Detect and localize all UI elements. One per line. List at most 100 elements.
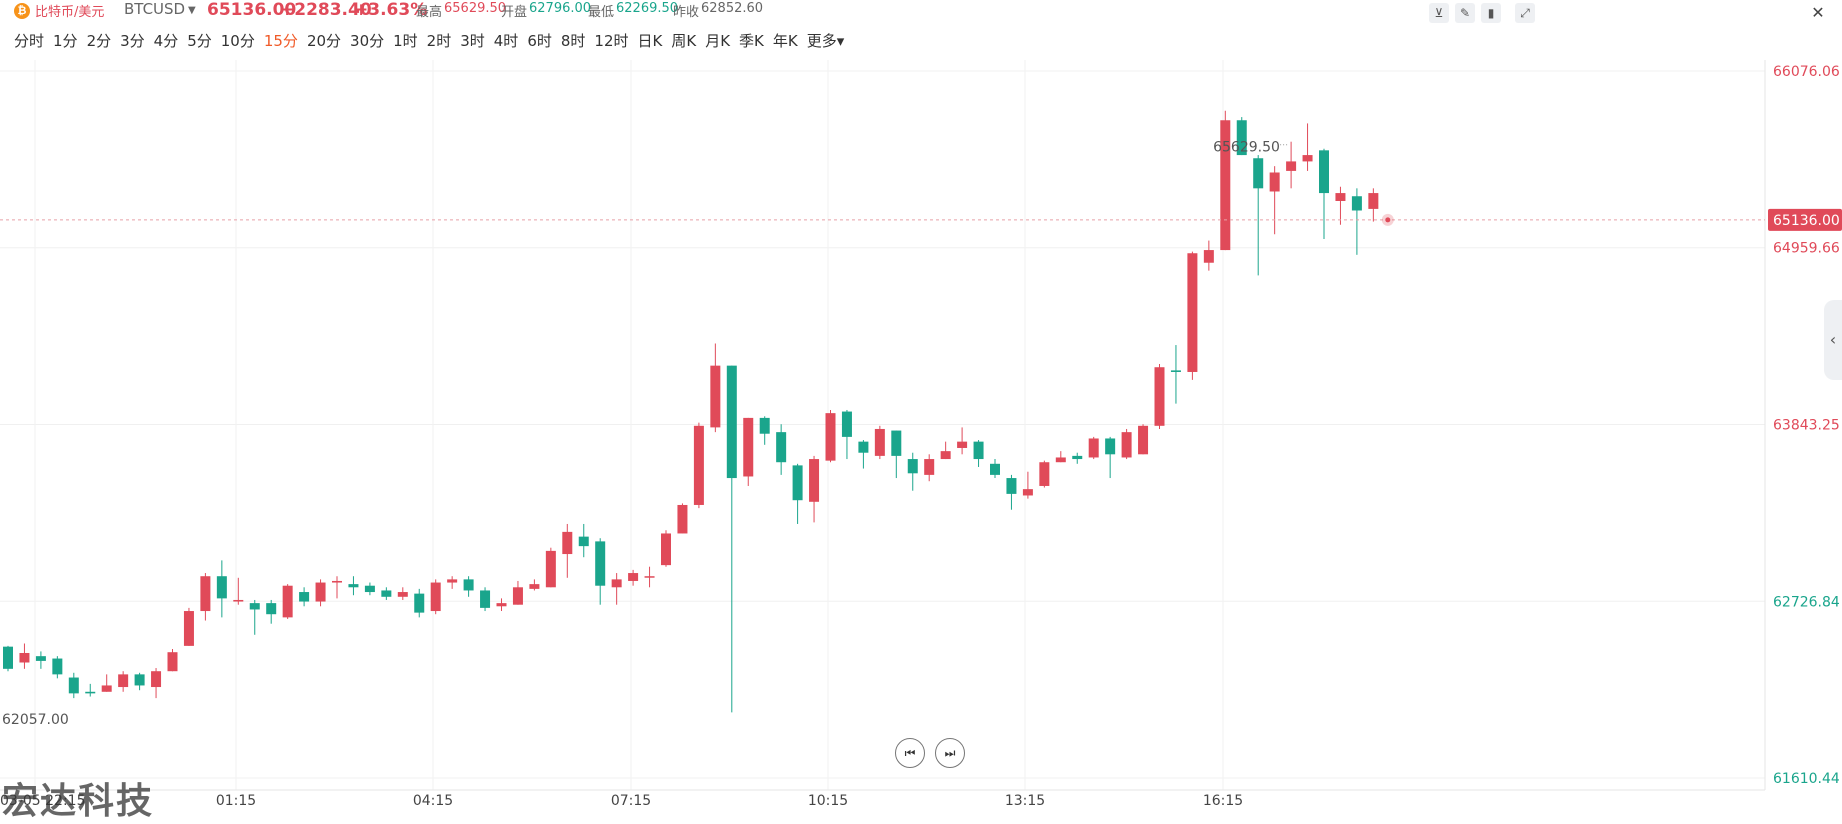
period-6[interactable]: 10分 bbox=[220, 32, 255, 50]
candle-body-35 bbox=[578, 536, 589, 547]
jump-end-icon[interactable]: ⏭ bbox=[935, 738, 965, 768]
low-marker-label: 62057.00 bbox=[2, 712, 69, 728]
candle-body-37 bbox=[611, 579, 622, 588]
candle-body-49 bbox=[809, 459, 820, 502]
jump-start-icon[interactable]: ⏮ bbox=[895, 738, 925, 768]
open-value: 62796.00 bbox=[529, 1, 592, 16]
y-tick-0: 66076.06 bbox=[1773, 64, 1840, 80]
period-2[interactable]: 2分 bbox=[86, 32, 112, 50]
period-19[interactable]: 月K bbox=[705, 32, 731, 50]
price-change-pct: +3.63% bbox=[354, 0, 428, 20]
watermark: 宏达科技 bbox=[2, 781, 155, 822]
candle-body-58 bbox=[957, 441, 968, 448]
period-18[interactable]: 周K bbox=[671, 32, 697, 50]
candle-body-10 bbox=[167, 652, 178, 672]
low-value: 62269.50 bbox=[616, 1, 679, 16]
candle-body-56 bbox=[924, 459, 935, 475]
candle-body-3 bbox=[52, 658, 63, 675]
period-15[interactable]: 8时 bbox=[560, 32, 586, 50]
period-16[interactable]: 12时 bbox=[594, 32, 629, 50]
candle-body-79 bbox=[1302, 155, 1313, 162]
candle-body-9 bbox=[151, 671, 162, 688]
candle-body-43 bbox=[710, 365, 721, 428]
period-4[interactable]: 4分 bbox=[153, 32, 179, 50]
period-3[interactable]: 3分 bbox=[120, 32, 145, 50]
candle-body-25 bbox=[414, 593, 425, 613]
candle-body-14 bbox=[233, 599, 244, 602]
candle-body-17 bbox=[282, 585, 293, 618]
period-5[interactable]: 5分 bbox=[187, 32, 212, 50]
candle-body-60 bbox=[990, 463, 1000, 475]
candle-body-48 bbox=[792, 465, 803, 501]
high-value: 65629.50 bbox=[444, 1, 507, 16]
candle-body-19 bbox=[315, 582, 326, 602]
candle-body-50 bbox=[825, 413, 836, 461]
candle-body-74 bbox=[1220, 120, 1231, 251]
period-17[interactable]: 日K bbox=[637, 32, 663, 50]
candle-body-41 bbox=[677, 504, 688, 534]
candle-body-22 bbox=[364, 585, 375, 593]
candle-body-44 bbox=[726, 365, 737, 479]
prev-close-label: 昨收 bbox=[673, 5, 700, 20]
fullscreen-icon[interactable]: ⤢ bbox=[1515, 3, 1535, 23]
period-7[interactable]: 15分 bbox=[263, 32, 298, 50]
candle-body-76 bbox=[1253, 158, 1264, 189]
candle-body-69 bbox=[1138, 425, 1149, 455]
x-tick-2: 04:15 bbox=[413, 793, 453, 809]
candle-body-21 bbox=[348, 584, 359, 588]
draw-line-icon[interactable]: ⊻ bbox=[1429, 3, 1449, 23]
candle-body-1 bbox=[19, 652, 30, 663]
candle-body-45 bbox=[743, 417, 754, 477]
candle-body-78 bbox=[1286, 161, 1297, 171]
candle-body-13 bbox=[216, 576, 227, 599]
candle-body-38 bbox=[628, 573, 639, 581]
candle-body-66 bbox=[1088, 438, 1099, 458]
last-price-label: 65136.00 bbox=[1773, 213, 1840, 229]
candle-body-61 bbox=[1006, 478, 1017, 494]
candle-body-64 bbox=[1055, 457, 1066, 463]
period-8[interactable]: 20分 bbox=[306, 32, 342, 50]
period-9[interactable]: 30分 bbox=[350, 32, 385, 50]
candle-body-34 bbox=[562, 531, 573, 555]
x-tick-5: 13:15 bbox=[1005, 793, 1045, 809]
pair-name[interactable]: 比特币/美元 bbox=[35, 5, 105, 20]
candle-body-11 bbox=[183, 611, 194, 646]
candle-body-5 bbox=[85, 691, 96, 694]
period-10[interactable]: 1时 bbox=[393, 32, 418, 50]
candle-body-77 bbox=[1269, 172, 1280, 192]
last-price: 65136.00 bbox=[207, 0, 297, 20]
candle-body-72 bbox=[1187, 253, 1198, 372]
x-tick-3: 07:15 bbox=[611, 793, 651, 809]
period-20[interactable]: 季K bbox=[739, 32, 764, 50]
candle-style-icon[interactable]: ▮ bbox=[1481, 3, 1501, 23]
symbol[interactable]: BTCUSD bbox=[124, 0, 186, 18]
candle-body-2 bbox=[35, 656, 46, 661]
candle-body-30 bbox=[496, 603, 507, 607]
candle-body-67 bbox=[1105, 438, 1116, 455]
low-label: 最低 bbox=[588, 5, 615, 20]
candle-body-6 bbox=[101, 685, 112, 692]
period-12[interactable]: 3时 bbox=[460, 32, 485, 50]
high-label: 最高 bbox=[416, 5, 443, 20]
period-14[interactable]: 6时 bbox=[527, 32, 552, 50]
period-1[interactable]: 1分 bbox=[53, 32, 78, 50]
last-price-tag bbox=[1768, 208, 1842, 231]
high-marker-label: 65629.50 bbox=[1213, 140, 1280, 156]
candle-body-68 bbox=[1121, 432, 1132, 458]
candle-body-4 bbox=[68, 677, 79, 694]
period-more-dropdown[interactable]: 更多▾ bbox=[806, 32, 845, 50]
period-11[interactable]: 2时 bbox=[426, 32, 452, 50]
live-pulse-dot bbox=[1385, 217, 1391, 223]
candle-body-52 bbox=[858, 441, 869, 453]
y-tick-4: 61610.44 bbox=[1773, 771, 1840, 787]
close-icon[interactable]: ✕ bbox=[1811, 3, 1825, 22]
collapse-panel-icon[interactable]: ‹ bbox=[1824, 300, 1842, 380]
period-13[interactable]: 4时 bbox=[493, 32, 519, 50]
pencil-icon[interactable]: ✎ bbox=[1455, 3, 1475, 23]
chevron-down-icon[interactable]: ▼ bbox=[188, 5, 196, 16]
period-0[interactable]: 分时 bbox=[14, 32, 45, 50]
period-21[interactable]: 年K bbox=[772, 32, 798, 50]
candle-body-62 bbox=[1022, 489, 1033, 496]
candle-body-7 bbox=[118, 674, 129, 688]
